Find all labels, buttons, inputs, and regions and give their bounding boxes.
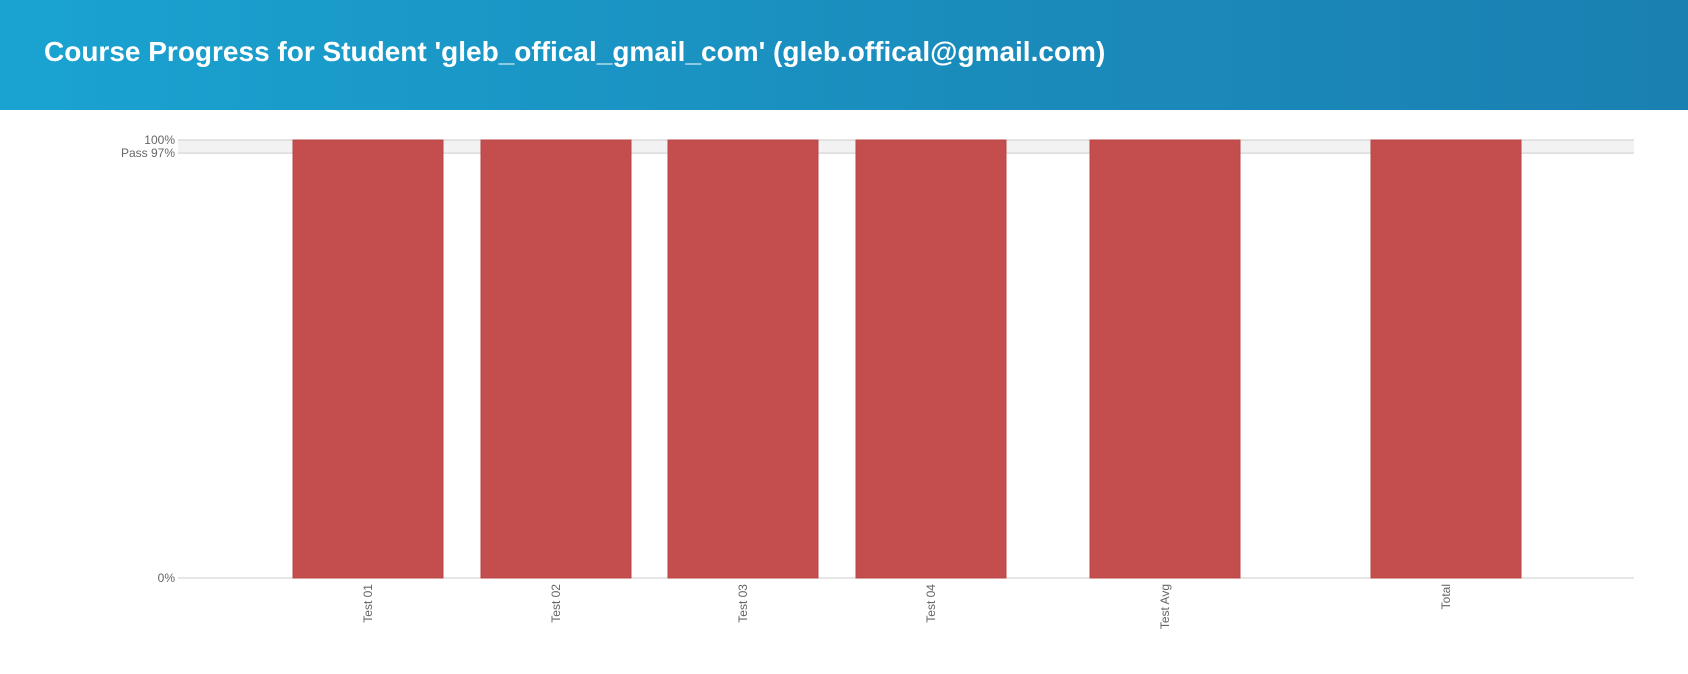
bars-group	[292, 139, 1522, 579]
y-tick-label-min: 0%	[158, 571, 176, 585]
bar-test-03[interactable]	[667, 139, 819, 579]
page-header: Course Progress for Student 'gleb_offica…	[0, 0, 1688, 110]
x-tick-label-test-03: Test 03	[736, 584, 750, 623]
x-tick-label-test-01: Test 01	[361, 584, 375, 623]
bar-test-01[interactable]	[292, 139, 444, 579]
y-tick-label-max: 100%	[144, 133, 175, 147]
progress-chart: Test 01 Test 02 Test 03 Test 04 Test Avg Tota…	[0, 110, 1688, 669]
bar-test-04[interactable]	[855, 139, 1007, 579]
bar-test-02[interactable]	[480, 139, 632, 579]
page-title: Course Progress for Student 'gleb_offica…	[44, 36, 1106, 67]
bar-test-avg[interactable]	[1089, 139, 1241, 579]
x-tick-labels: Test 01 Test 02 Test 03 Test 04 Test Avg Tota…	[361, 584, 1453, 629]
x-tick-label-test-02: Test 02	[549, 584, 563, 623]
y-tick-label-pass: Pass 97%	[121, 146, 175, 160]
progress-chart-svg: Test 01 Test 02 Test 03 Test 04 Test Avg Tota…	[121, 133, 1634, 629]
x-tick-label-total: Total	[1439, 584, 1453, 609]
x-tick-label-test-04: Test 04	[924, 584, 938, 623]
x-tick-label-test-avg: Test Avg	[1158, 584, 1172, 629]
bar-total[interactable]	[1370, 139, 1522, 579]
